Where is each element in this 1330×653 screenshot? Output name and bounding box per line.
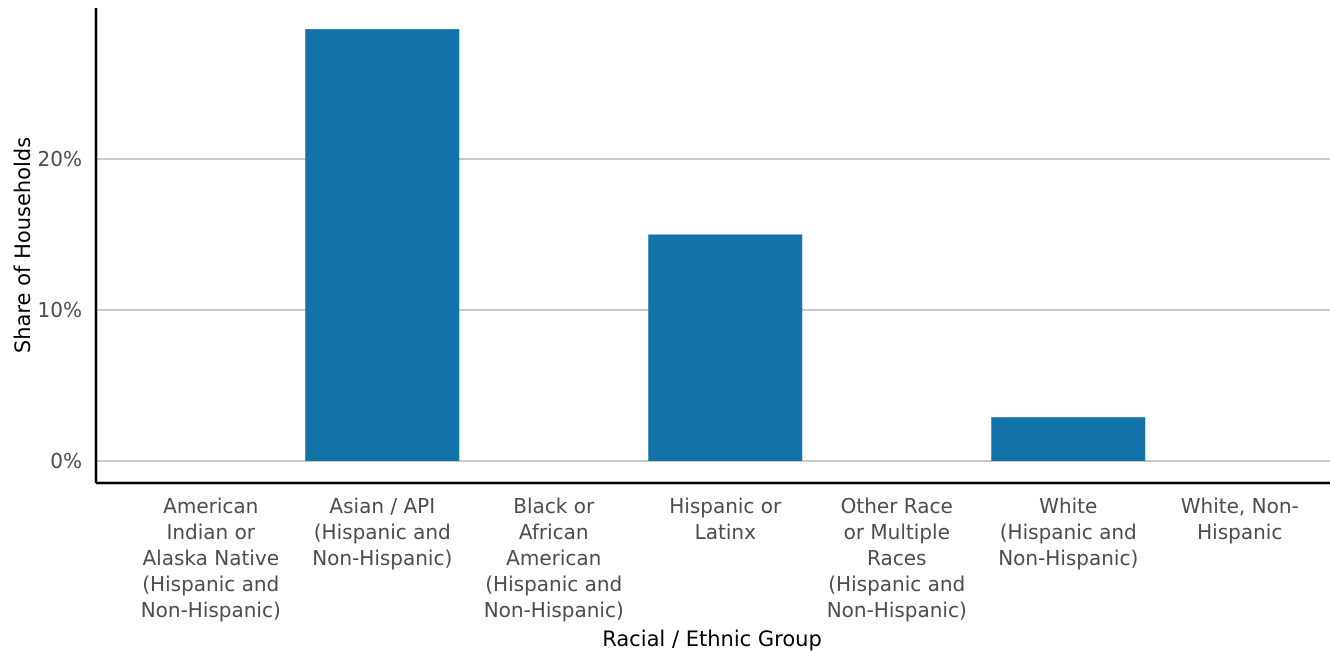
x-tick-label-line: Alaska Native <box>142 546 279 570</box>
bar <box>305 29 460 461</box>
bar <box>648 234 803 461</box>
x-tick-label-line: Non-Hispanic) <box>827 598 967 622</box>
x-tick-label-line: (Hispanic and <box>828 572 965 596</box>
y-tick-labels: 0% 10% 20% <box>38 147 82 473</box>
x-tick-label: American Indian or Alaska Native (Hispanic … <box>141 494 281 622</box>
x-tick-label-line: (Hispanic and <box>485 572 622 596</box>
x-tick-label-line: White, Non- <box>1181 494 1299 518</box>
x-tick-labels: American Indian or Alaska Native (Hispanic … <box>141 494 1299 622</box>
x-tick-label-line: Hispanic <box>1197 520 1282 544</box>
x-tick-label-line: Non-Hispanic) <box>141 598 281 622</box>
x-tick-label: White (Hispanic and Non-Hispanic) <box>998 494 1138 570</box>
x-tick-label: Asian / API (Hispanic and Non-Hispanic) <box>312 494 452 570</box>
x-tick-label-line: American <box>163 494 258 518</box>
y-tick-label: 10% <box>38 298 82 322</box>
x-tick-label-line: Hispanic or <box>669 494 782 518</box>
x-tick-label-line: Latinx <box>695 520 756 544</box>
x-tick-label: Black or African American (Hispanic and Non-… <box>484 494 624 622</box>
y-tick-label: 20% <box>38 147 82 171</box>
x-tick-label: Other Race or Multiple Races (Hispanic and N… <box>827 494 967 622</box>
x-tick-label-line: African <box>519 520 589 544</box>
axes <box>94 8 1330 485</box>
x-tick-label-line: (Hispanic and <box>142 572 279 596</box>
y-tick-label: 0% <box>50 449 82 473</box>
bars <box>305 29 1146 461</box>
x-tick-label-line: Non-Hispanic) <box>484 598 624 622</box>
x-tick-label-line: Asian / API <box>329 494 435 518</box>
x-tick-label-line: Other Race <box>841 494 953 518</box>
y-axis-title: Share of Households <box>11 137 35 353</box>
x-tick-label-line: American <box>506 546 601 570</box>
x-tick-label-line: Non-Hispanic) <box>998 546 1138 570</box>
x-tick-label: Hispanic or Latinx <box>669 494 782 544</box>
x-tick-label-line: (Hispanic and <box>1000 520 1137 544</box>
x-tick-label-line: (Hispanic and <box>314 520 451 544</box>
x-axis-title: Racial / Ethnic Group <box>602 627 822 651</box>
x-tick-label-line: Black or <box>513 494 595 518</box>
x-tick-label-line: or Multiple <box>844 520 950 544</box>
x-tick-label-line: Indian or <box>166 520 255 544</box>
x-tick-label-line: Races <box>867 546 926 570</box>
x-tick-label-line: Non-Hispanic) <box>312 546 452 570</box>
x-tick-label-line: White <box>1039 494 1097 518</box>
bar <box>991 417 1146 461</box>
x-tick-label: White, Non-Hispanic <box>1181 494 1299 544</box>
